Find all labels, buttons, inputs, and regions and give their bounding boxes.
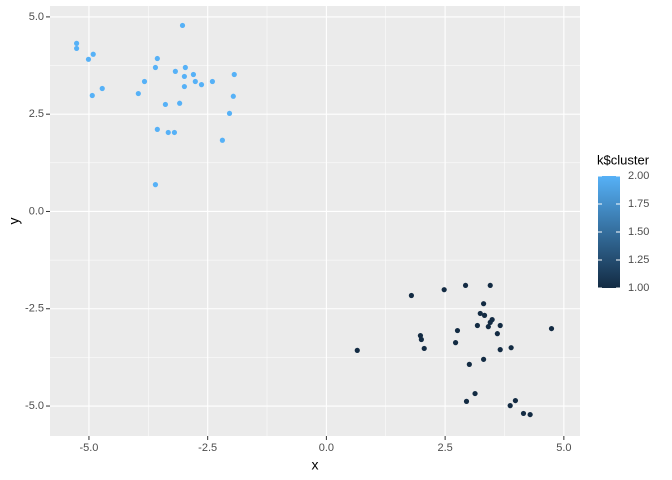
point [165,129,171,136]
colorbar-label: 2.00 [628,170,649,182]
point [512,397,519,404]
point [73,40,80,46]
point [90,51,96,57]
point [480,356,487,362]
point [497,322,503,329]
point [474,322,481,329]
y-tick-label: 5.0 [29,11,44,23]
point [99,85,105,92]
point [198,82,205,88]
y-axis-title: y [6,218,22,225]
x-tick-label: -5.0 [79,442,98,454]
point [548,325,555,332]
point [219,137,225,143]
point [472,390,478,397]
point [494,331,500,337]
colorbar-label: 1.00 [628,282,649,294]
point [190,71,197,78]
point [463,398,470,404]
point [181,83,187,90]
point [487,282,493,289]
point [89,92,95,99]
point [172,68,178,74]
x-tick-label: -2.5 [198,442,217,454]
point [73,45,80,52]
point [152,64,159,71]
point [477,310,483,317]
point [192,78,198,85]
point [226,110,233,117]
point [231,71,237,78]
point [418,336,424,343]
point [452,340,459,346]
y-tick-label: 0.0 [29,205,44,217]
point [135,90,141,97]
point [441,287,447,293]
y-tick-label: -2.5 [25,303,44,315]
point [154,55,160,62]
point [85,56,92,62]
panel [50,6,580,436]
point [480,301,487,307]
point [179,22,186,29]
point [230,93,236,99]
colorbar-label: 1.25 [628,254,649,266]
point [507,403,513,409]
point [177,100,183,106]
point [181,73,187,80]
x-tick-label: 5.0 [556,442,571,454]
y-tick-label: 2.5 [29,108,44,120]
point [408,292,415,299]
point [162,101,169,108]
point [141,78,148,85]
point [497,347,503,353]
point [171,129,178,136]
point [462,282,469,289]
point [487,319,493,325]
point [466,361,472,367]
x-tick-label: 2.5 [437,442,452,454]
point [520,410,527,417]
colorbar-label: 1.50 [628,226,649,238]
point [152,182,159,188]
colorbar-label: 1.75 [628,198,649,210]
point [417,333,424,339]
x-axis-title: x [312,457,319,473]
point [154,126,160,132]
point [421,345,427,352]
point [354,347,360,353]
point [209,78,216,85]
x-tick-label: 0.0 [319,442,334,454]
point [454,327,461,334]
point [481,312,488,318]
point [182,64,188,71]
colorbar [598,176,620,288]
point [527,411,533,418]
point [485,324,491,330]
point [508,345,514,351]
legend-title: k$cluster [597,152,650,167]
y-tick-label: -5.0 [25,400,44,412]
